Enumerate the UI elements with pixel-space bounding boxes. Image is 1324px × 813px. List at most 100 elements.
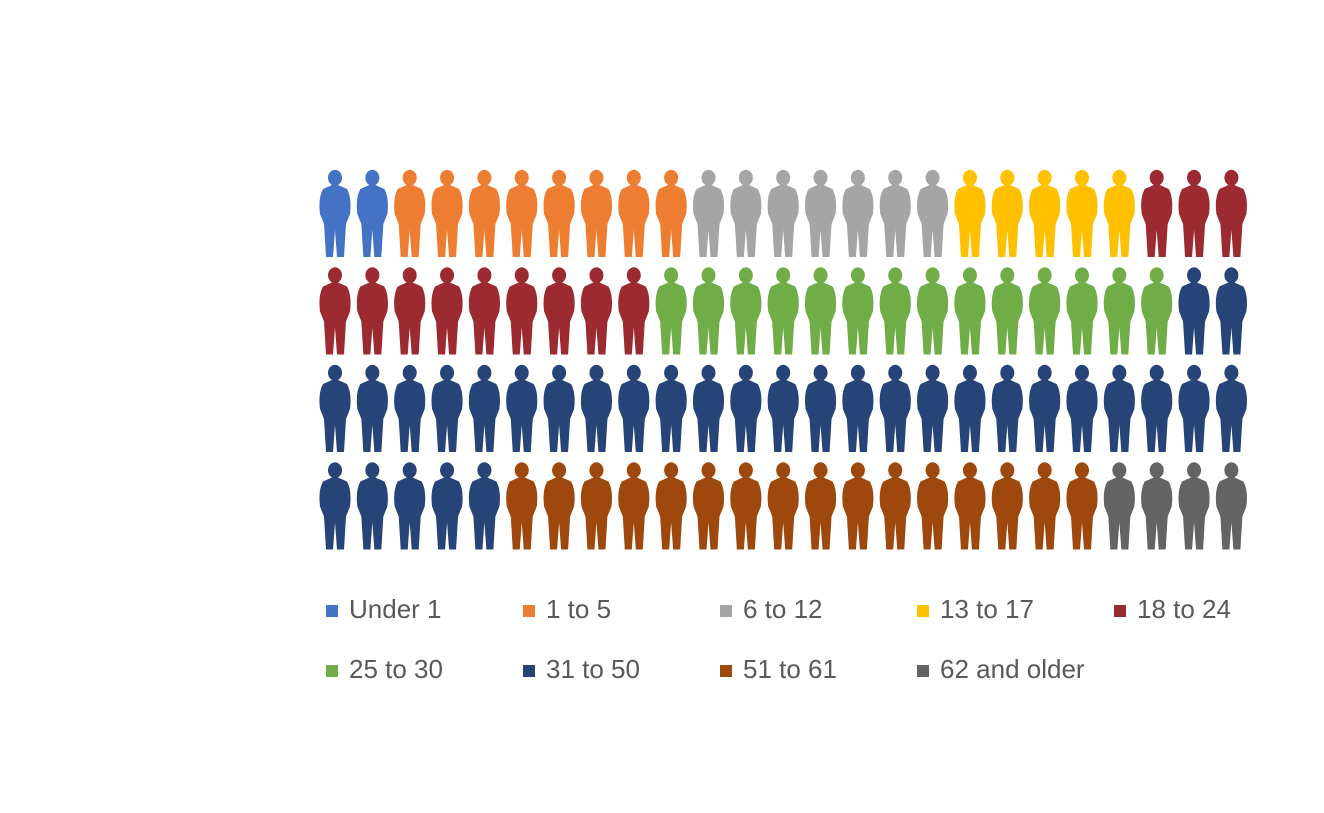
person-icon [1215,462,1247,550]
person-icon [991,267,1023,355]
person-icon [356,169,388,257]
person-icon [1141,462,1173,550]
legend-label: 13 to 17 [940,594,1034,624]
person-icon [394,462,426,550]
person-icon [580,267,613,355]
legend-label: 31 to 50 [546,654,640,684]
person-icon [842,267,874,355]
person-icon [730,169,762,257]
person-icon [319,169,351,257]
person-icon [506,462,538,550]
person-icon [506,364,538,452]
person-icon [692,364,725,452]
person-icon [991,169,1023,257]
person-icon [506,267,538,355]
person-icon [1103,169,1135,257]
person-icon [319,462,351,550]
legend-swatch [326,605,338,617]
person-icon [319,364,351,452]
person-icon [730,267,762,355]
person-icon [804,364,837,452]
legend-label: 1 to 5 [546,594,611,624]
person-icon [394,267,426,355]
person-icon [468,267,500,355]
person-icon [954,169,986,257]
person-icon [1066,364,1098,452]
person-icon [1215,267,1247,355]
person-icon [692,169,725,257]
person-icon [1141,364,1173,452]
person-icon [1066,462,1098,550]
legend-label: 62 and older [940,654,1085,684]
person-icon [394,364,426,452]
person-icon [767,364,799,452]
person-icon [655,462,687,550]
legend-label: 51 to 61 [743,654,837,684]
person-icon [431,169,463,257]
person-icon [1103,462,1135,550]
person-icon [692,267,725,355]
person-icon [356,364,388,452]
person-icon [543,364,575,452]
person-icon [468,169,500,257]
person-icon [991,364,1023,452]
person-icon [468,364,500,452]
person-icon [879,364,911,452]
person-icon [842,169,874,257]
person-icon [1215,364,1247,452]
person-icon [1066,169,1098,257]
person-icon [580,364,613,452]
person-icon [1178,267,1210,355]
person-icon [1178,169,1210,257]
person-icon [954,364,986,452]
legend-label: 18 to 24 [1137,594,1231,624]
person-icon [580,169,613,257]
person-icon [655,267,687,355]
person-icon [319,267,351,355]
person-icon [730,462,762,550]
person-icon [879,267,911,355]
person-icon [1178,364,1210,452]
legend-swatch [720,605,732,617]
legend-swatch [326,665,338,677]
person-icon [954,462,986,550]
person-icon [842,364,874,452]
person-icon [1029,267,1061,355]
person-icon [506,169,538,257]
person-icon [954,267,986,355]
person-icon [543,267,575,355]
person-icon [580,462,613,550]
person-icon [618,462,650,550]
person-icon [1141,169,1173,257]
person-icon [1066,267,1098,355]
person-icon [804,267,837,355]
person-icon [356,462,388,550]
person-icon [692,462,725,550]
legend-label: Under 1 [349,594,442,624]
person-icon [543,462,575,550]
person-icon [431,462,463,550]
person-icon [1029,169,1061,257]
person-icon [431,364,463,452]
person-icon [917,462,949,550]
person-icon [879,169,911,257]
person-icon [917,267,949,355]
person-icon [767,267,799,355]
person-icon [1141,267,1173,355]
person-icon [655,364,687,452]
person-icon [1215,169,1247,257]
person-icon [431,267,463,355]
person-icon [804,462,837,550]
legend-swatch [917,605,929,617]
person-icon [1029,364,1061,452]
person-icon [879,462,911,550]
person-icon [618,364,650,452]
person-icon [767,169,799,257]
person-icon [1103,364,1135,452]
legend-swatch [917,665,929,677]
person-icon [618,267,650,355]
person-icon [917,169,949,257]
person-icon [655,169,687,257]
legend-swatch [523,665,535,677]
person-icon [917,364,949,452]
